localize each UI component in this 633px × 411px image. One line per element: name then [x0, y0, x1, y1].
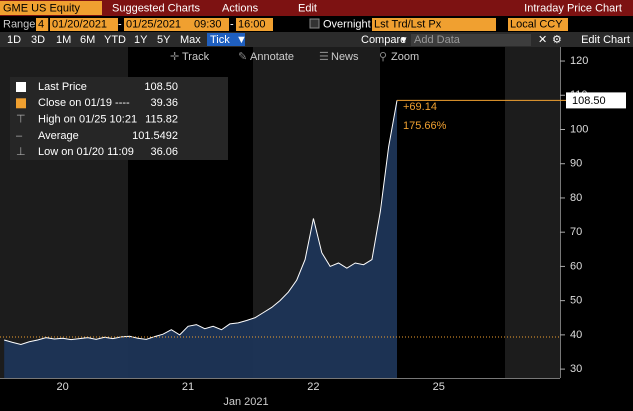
range-field-text: 01/25/2021 — [126, 18, 181, 30]
option-text: Local CCY — [510, 18, 563, 30]
period-button[interactable]: 1D — [7, 34, 21, 46]
compare-button[interactable]: Compare — [361, 34, 406, 46]
menu-item[interactable]: Suggested Charts — [112, 2, 201, 14]
period-button[interactable]: 3D — [31, 34, 45, 46]
period-button[interactable]: Max — [180, 34, 201, 46]
x-tick-label: 20 — [57, 381, 69, 393]
legend-value: 115.82 — [145, 114, 178, 126]
legend-label: Close on 01/19 ---- — [38, 97, 130, 109]
tool-icon: ✛ — [170, 51, 179, 63]
security-field[interactable] — [0, 1, 102, 15]
range-field[interactable] — [124, 18, 192, 31]
legend-glyph: – — [16, 130, 23, 142]
legend-value: 108.50 — [144, 81, 178, 93]
last-price-badge — [566, 92, 626, 109]
chart-tool[interactable]: Zoom — [391, 51, 419, 63]
menu-item[interactable]: Edit — [298, 2, 317, 14]
top-bar — [0, 0, 633, 16]
range-field-text: 16:00 — [238, 18, 266, 30]
legend-label: Low on 01/20 11:09 — [38, 146, 134, 158]
legend-value: 36.06 — [150, 146, 178, 158]
close-icon[interactable]: ✕ — [538, 34, 547, 46]
range-field-text: 01/20/2021 — [52, 18, 107, 30]
option-text: Lst Trd/Lst Px — [374, 18, 442, 30]
y-tick-label: 50 — [570, 295, 582, 307]
legend-value: 39.36 — [150, 97, 178, 109]
plot: ✛ Track ✎ Annotate ☰ News ⚲ Zoom 30 40 50 60 70 80 90 1… — [0, 51, 626, 393]
legend-label: Average — [38, 130, 79, 142]
overnight-label: Overnight — [323, 18, 371, 30]
legend-swatch — [16, 82, 26, 92]
overnight-checkbox[interactable] — [309, 18, 320, 29]
range-field-text: - — [118, 18, 122, 30]
y-tick-label: 120 — [570, 55, 588, 67]
x-tick-label: 21 — [182, 381, 194, 393]
tool-icon: ✎ — [238, 51, 247, 63]
range-field-text: - — [230, 18, 234, 30]
legend-box — [10, 77, 228, 160]
range-field[interactable] — [50, 18, 118, 31]
change-label: 175.66% — [403, 120, 447, 132]
legend-label: Last Price — [38, 81, 87, 93]
last-price-label: 108.50 — [572, 95, 606, 107]
legend-label: High on 01/25 10:21 — [38, 114, 137, 126]
session-band — [505, 47, 560, 378]
dropdown-arrow: ▼ — [236, 34, 247, 46]
period-button[interactable]: 5Y — [157, 34, 171, 46]
range-field[interactable] — [192, 18, 229, 31]
option-field[interactable] — [508, 18, 568, 31]
legend-glyph: ⊤ — [16, 114, 26, 126]
add-data: Add Data — [414, 34, 461, 46]
y-tick-label: 100 — [570, 123, 588, 135]
price-line — [4, 100, 398, 345]
y-tick-label: 80 — [570, 192, 582, 204]
x-axis-label: Jan 2021 — [223, 396, 268, 408]
tool-icon: ☰ — [319, 51, 329, 63]
add-data-field[interactable] — [411, 34, 531, 46]
period-button[interactable]: 6M — [80, 34, 95, 46]
range-label: Range — [3, 18, 35, 30]
y-tick-label: 60 — [570, 260, 582, 272]
change-label: +69.14 — [403, 101, 437, 113]
settings-icon[interactable]: ⚙ — [552, 34, 562, 46]
x-tick-label: 25 — [433, 381, 445, 393]
x-tick-label: 22 — [307, 381, 319, 393]
tool-icon: ⚲ — [379, 51, 387, 63]
legend-glyph: ⊥ — [16, 146, 26, 158]
period-button[interactable]: YTD — [104, 34, 126, 46]
price-area — [4, 100, 398, 379]
dropdown-arrow: ▾ — [401, 34, 407, 46]
legend-swatch — [16, 98, 26, 109]
chart-tool[interactable]: Annotate — [250, 51, 294, 63]
y-tick-label: 70 — [570, 226, 582, 238]
edit-chart-button[interactable]: Edit Chart — [581, 34, 630, 46]
range-field-text: 09:30 — [194, 18, 222, 30]
option-field[interactable] — [372, 18, 496, 31]
range-field[interactable] — [36, 18, 49, 31]
range-field-text: 4 — [38, 18, 44, 30]
range-field[interactable] — [236, 18, 273, 31]
y-tick-label: 90 — [570, 158, 582, 170]
y-tick-label: 40 — [570, 329, 582, 341]
chart-tool[interactable]: Track — [182, 51, 210, 63]
menu-item[interactable]: Actions — [222, 2, 259, 14]
y-tick-label: 30 — [570, 363, 582, 375]
selected-period-bg[interactable] — [207, 33, 245, 46]
legend-value: 101.5492 — [132, 130, 178, 142]
session-band — [380, 47, 505, 378]
security: GME US Equity — [3, 2, 81, 14]
period-button[interactable]: 1M — [56, 34, 71, 46]
period-button[interactable]: 1Y — [134, 34, 148, 46]
page-title: Intraday Price Chart — [524, 2, 622, 14]
selected-period: Tick — [210, 34, 230, 46]
chart-tool[interactable]: News — [331, 51, 359, 63]
